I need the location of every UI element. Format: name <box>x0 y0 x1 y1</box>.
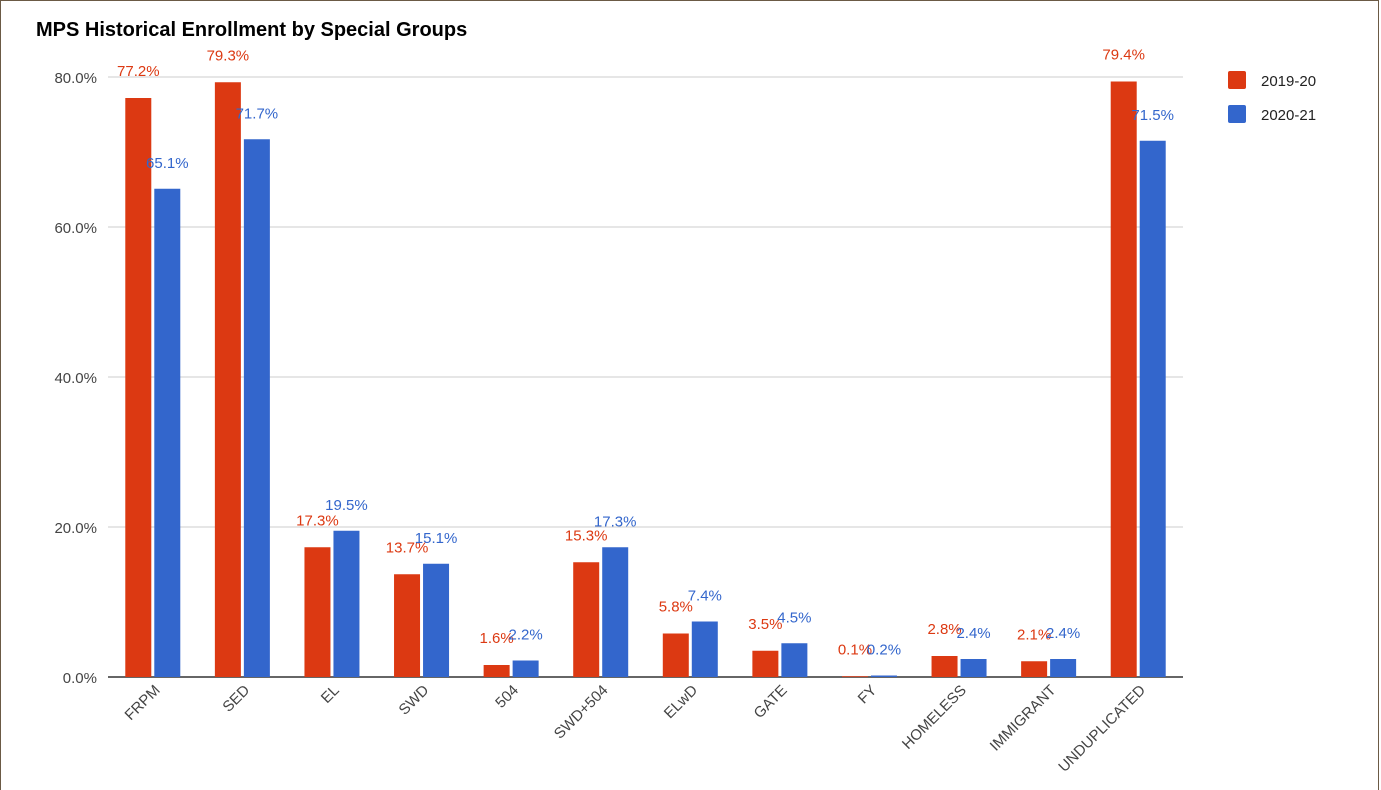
data-label: 2.1% <box>1017 626 1051 643</box>
y-tick-label: 0.0% <box>63 670 97 687</box>
x-tick-label: IMMIGRANT <box>987 682 1060 755</box>
bar-2020-21 <box>691 621 718 677</box>
x-tick-label: FY <box>855 682 881 708</box>
data-label: 2.4% <box>1046 625 1080 642</box>
bar-2020-21 <box>243 139 270 677</box>
bar-2019-20 <box>483 665 510 677</box>
bar-2019-20 <box>1110 81 1137 677</box>
data-label: 71.5% <box>1131 107 1174 124</box>
legend-swatch <box>1228 105 1246 123</box>
bar-2019-20 <box>573 562 600 677</box>
bar-2019-20 <box>1021 661 1048 677</box>
y-tick-label: 80.0% <box>54 70 97 87</box>
bar-2020-21 <box>333 530 360 677</box>
bar-2020-21 <box>1050 659 1077 677</box>
bar-2020-21 <box>781 643 808 677</box>
x-tick-label: EL <box>318 682 343 707</box>
data-label: 71.7% <box>236 105 279 122</box>
bar-2020-21 <box>602 547 629 677</box>
y-tick-label: 40.0% <box>54 370 97 387</box>
bar-2020-21 <box>870 675 897 677</box>
data-label: 0.1% <box>838 641 872 658</box>
data-label: 79.3% <box>207 47 250 64</box>
data-label: 15.1% <box>415 530 458 547</box>
data-label: 1.6% <box>480 630 514 647</box>
y-tick-label: 20.0% <box>54 520 97 537</box>
x-tick-label: SED <box>219 682 253 716</box>
data-label: 17.3% <box>594 513 637 530</box>
x-tick-label: SWD <box>396 682 433 719</box>
x-tick-label: HOMELESS <box>899 682 970 753</box>
chart-title: MPS Historical Enrollment by Special Gro… <box>36 19 468 41</box>
x-tick-label: GATE <box>751 682 791 722</box>
bar-2020-21 <box>512 660 539 677</box>
x-tick-label: SWD+504 <box>551 682 612 743</box>
y-tick-label: 60.0% <box>54 220 97 237</box>
data-label: 17.3% <box>296 512 339 529</box>
bar-2020-21 <box>960 659 987 677</box>
x-tick-label: UNDUPLICATED <box>1055 682 1149 776</box>
data-label: 19.5% <box>325 497 368 514</box>
data-label: 13.7% <box>386 539 429 556</box>
data-label: 3.5% <box>748 616 782 633</box>
bar-2019-20 <box>662 633 689 677</box>
bar-2020-21 <box>423 563 450 677</box>
legend-swatch <box>1228 71 1246 89</box>
data-label: 2.8% <box>927 621 961 638</box>
bar-2019-20 <box>214 82 241 677</box>
data-label: 65.1% <box>146 155 189 172</box>
bar-2019-20 <box>304 547 331 677</box>
data-label: 2.2% <box>509 627 543 644</box>
bar-2019-20 <box>931 656 958 677</box>
data-label: 0.2% <box>867 642 901 659</box>
x-tick-label: FRPM <box>122 682 164 724</box>
data-label: 2.4% <box>956 625 990 642</box>
data-label: 4.5% <box>777 609 811 626</box>
bar-2019-20 <box>752 650 779 677</box>
bar-2020-21 <box>154 188 181 677</box>
legend-label: 2019-20 <box>1261 73 1316 90</box>
data-label: 79.4% <box>1102 47 1145 64</box>
bar-2019-20 <box>394 574 421 677</box>
x-tick-label: 504 <box>492 682 522 712</box>
bar-2019-20 <box>841 676 868 678</box>
data-label: 15.3% <box>565 527 608 544</box>
bar-2020-21 <box>1139 140 1166 677</box>
data-label: 7.4% <box>688 588 722 605</box>
legend-label: 2020-21 <box>1261 107 1316 124</box>
bar-2019-20 <box>125 98 152 677</box>
data-label: 77.2% <box>117 63 160 80</box>
x-tick-label: ELwD <box>661 682 701 722</box>
data-label: 5.8% <box>659 599 693 616</box>
